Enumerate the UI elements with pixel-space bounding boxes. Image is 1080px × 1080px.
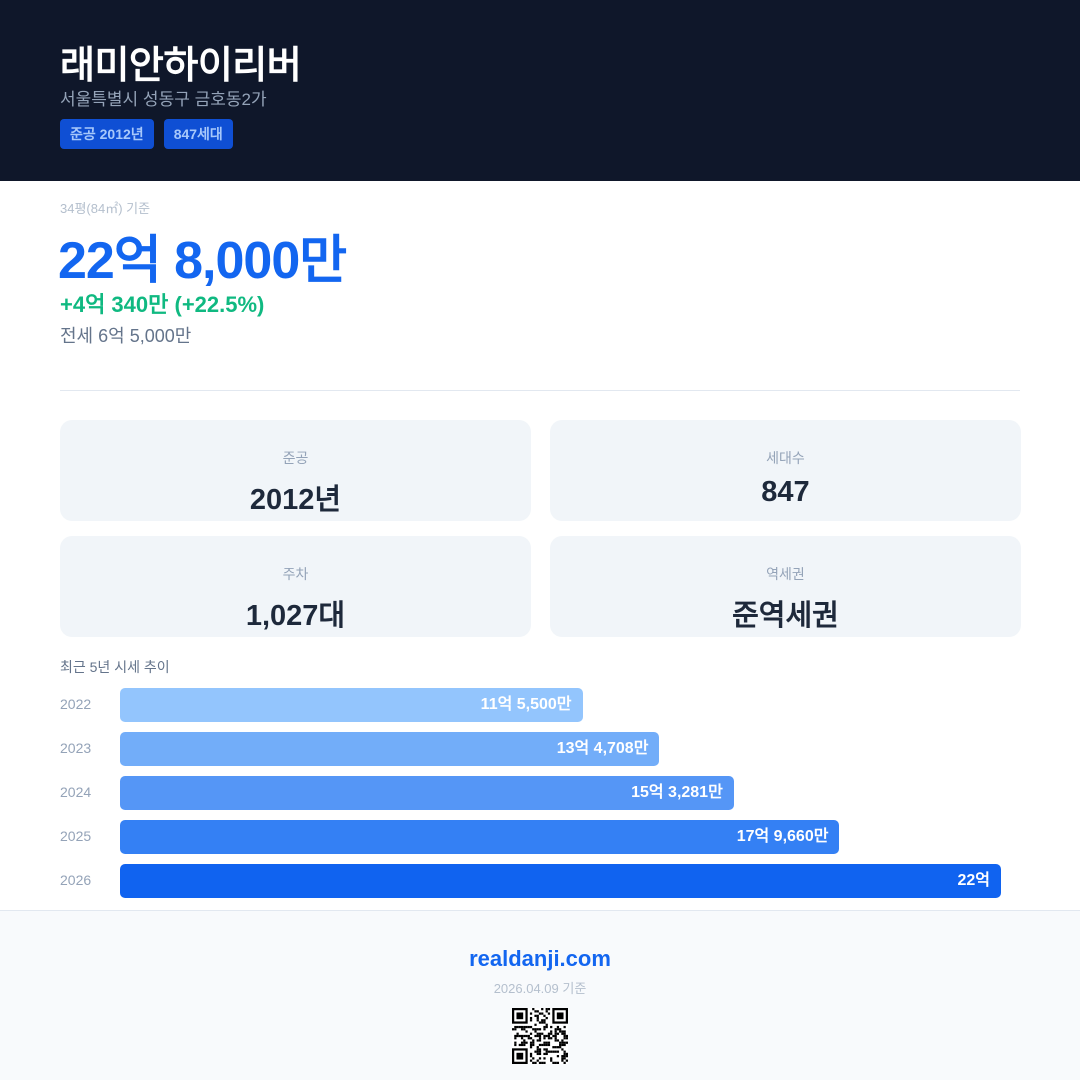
chart-title: 최근 5년 시세 추이 [60,659,170,675]
header: 래미안하이리버 서울특별시 성동구 금호동2가 준공 2012년 847세대 [0,0,1080,181]
bar: 15억 3,281만 [120,776,734,810]
data-date: 2026.04.09 기준 [493,981,587,996]
year-label: 2026 [60,872,92,888]
chart-row: 2026 22억 [60,864,1020,898]
chart-row: 2025 17억 9,660만 [60,820,1020,854]
stat-value: 847 [761,476,810,508]
divider [60,390,1020,391]
bar: 17억 9,660만 [120,820,840,854]
badge-built-year: 준공 2012년 [60,119,154,149]
footer: realdanji.com 2026.04.09 기준 [0,910,1080,1080]
qr-code [512,1008,568,1064]
chart-row: 2022 11억 5,500만 [60,688,1020,722]
year-label: 2022 [60,696,92,712]
stat-label: 주차 [282,566,309,582]
bar: 22억 [120,864,1001,898]
price-change: +4억 340만 (+22.5%) [60,292,265,317]
stat-value: 1,027대 [245,600,346,632]
bar-value-label: 13억 4,708만 [556,740,649,757]
chart-row: 2023 13억 4,708만 [60,732,1020,766]
price-basis: 34평(84㎡) 기준 [60,201,151,216]
chart-row: 2024 15억 3,281만 [60,776,1020,810]
price-value: 22억 8,000만 [58,232,347,290]
bar: 11억 5,500만 [120,688,583,722]
bar: 13억 4,708만 [120,732,660,766]
year-label: 2023 [60,740,92,756]
badge-households: 847세대 [163,119,233,149]
stat-label: 준공 [282,450,309,466]
stat-card-households: 세대수 847 [550,420,1021,521]
bar-value-label: 17억 9,660만 [736,828,829,845]
address: 서울특별시 성동구 금호동2가 [60,90,267,109]
year-label: 2024 [60,784,92,800]
stat-card-parking: 주차 1,027대 [60,536,531,637]
stat-value: 2012년 [249,484,342,516]
stat-label: 역세권 [766,566,805,582]
stat-card-station: 역세권 준역세권 [550,536,1021,637]
badges: 준공 2012년 847세대 [60,119,233,149]
stat-value: 준역세권 [732,600,839,632]
complex-title: 래미안하이리버 [60,45,302,87]
site-link[interactable]: realdanji.com [469,946,611,971]
stat-label: 세대수 [766,450,805,466]
year-label: 2025 [60,828,92,844]
bar-value-label: 22억 [957,872,990,889]
bar-value-label: 11억 5,500만 [480,696,572,713]
jeonse-price: 전세 6억 5,000만 [60,326,192,346]
bar-value-label: 15억 3,281만 [631,784,723,801]
stat-card-built: 준공 2012년 [60,420,531,521]
